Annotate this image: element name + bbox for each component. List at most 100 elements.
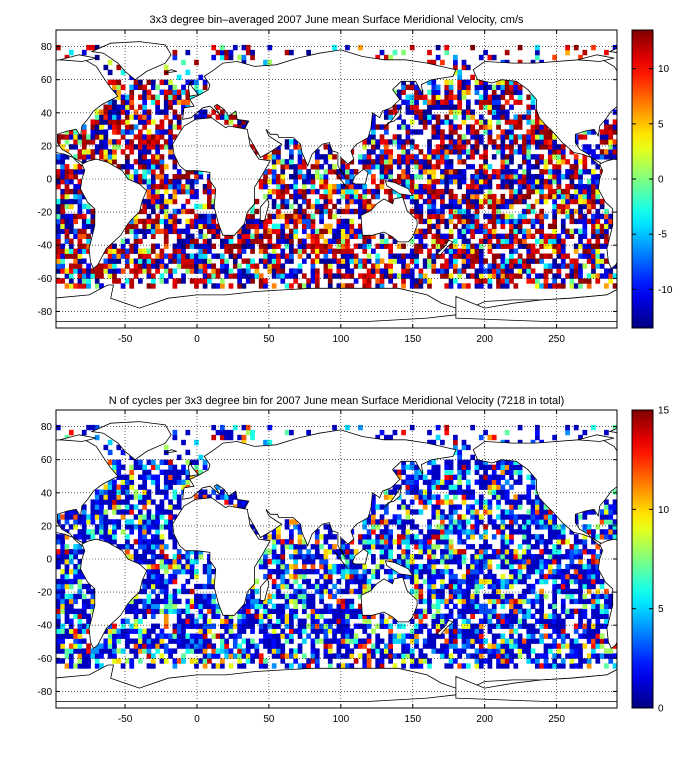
bin-cell <box>142 534 148 540</box>
bin-cell <box>112 273 117 279</box>
bin-cell <box>116 444 122 451</box>
bin-cell <box>185 648 191 654</box>
bin-cell <box>276 568 281 575</box>
bin-cell <box>448 139 454 145</box>
bin-cell <box>133 134 139 140</box>
bin-cell <box>379 554 385 560</box>
bin-cell <box>362 183 368 190</box>
bin-cell <box>422 539 428 545</box>
bin-cell <box>353 623 359 629</box>
bin-cell <box>582 223 588 230</box>
bin-cell <box>168 499 173 505</box>
bin-cell <box>591 198 596 205</box>
bin-cell <box>440 218 445 225</box>
bin-cell <box>120 618 126 624</box>
bin-cell <box>125 109 130 115</box>
bin-cell <box>362 519 368 525</box>
bin-cell <box>388 253 393 259</box>
bin-cell <box>431 149 437 155</box>
bin-cell <box>444 183 450 190</box>
bin-cell <box>496 238 501 244</box>
bin-cell <box>86 223 91 230</box>
bin-cell <box>591 203 596 210</box>
bin-cell <box>375 663 381 669</box>
bin-cell <box>284 568 290 575</box>
bin-cell <box>146 603 152 610</box>
bin-cell <box>500 218 506 225</box>
bin-cell <box>560 258 566 264</box>
bin-cell <box>513 233 519 239</box>
bin-cell <box>500 283 506 289</box>
bin-cell <box>103 134 109 140</box>
bin-cell <box>137 459 143 466</box>
bin-cell <box>133 623 139 629</box>
bin-cell <box>586 188 592 195</box>
chart-title: N of cycles per 3x3 degree bin for 2007 … <box>109 395 565 407</box>
bin-cell <box>137 633 143 639</box>
bin-cell <box>509 139 514 145</box>
bin-cell <box>332 273 337 279</box>
bin-cell <box>422 263 428 269</box>
bin-cell <box>461 64 467 71</box>
bin-cell <box>297 218 303 225</box>
bin-cell <box>267 258 273 264</box>
bin-cell <box>150 243 156 249</box>
bin-cell <box>168 149 173 155</box>
bin-cell <box>310 648 316 654</box>
bin-cell <box>323 618 329 624</box>
bin-cell <box>336 603 342 610</box>
bin-cell <box>263 613 268 619</box>
bin-cell <box>301 208 307 215</box>
bin-cell <box>478 84 484 90</box>
bin-cell <box>362 258 368 264</box>
bin-cell <box>276 174 281 180</box>
bin-cell <box>358 613 363 619</box>
bin-cell <box>194 633 199 639</box>
bin-cell <box>457 489 463 495</box>
bin-cell <box>276 623 281 629</box>
bin-cell <box>418 563 424 570</box>
bin-cell <box>379 283 385 289</box>
bin-cell <box>198 643 204 649</box>
bin-cell <box>362 273 368 279</box>
bin-cell <box>431 583 437 590</box>
bin-cell <box>163 144 169 150</box>
bin-cell <box>431 588 437 595</box>
bin-cell <box>435 84 441 90</box>
bin-cell <box>306 583 312 590</box>
bin-cell <box>150 273 156 279</box>
bin-cell <box>539 213 545 220</box>
bin-cell <box>349 193 355 200</box>
bin-cell <box>306 633 312 639</box>
bin-cell <box>125 603 130 610</box>
bin-cell <box>73 663 78 669</box>
bin-cell <box>60 253 66 259</box>
bin-cell <box>68 643 74 649</box>
bin-cell <box>474 258 480 264</box>
bin-cell <box>159 263 165 269</box>
bin-cell <box>319 559 324 565</box>
bin-cell <box>422 119 428 125</box>
bin-cell <box>526 149 532 155</box>
bin-cell <box>155 638 160 644</box>
bin-cell <box>461 243 467 249</box>
bin-cell <box>409 474 415 480</box>
bin-cell <box>267 154 273 160</box>
bin-cell <box>440 233 445 239</box>
bin-cell <box>448 653 454 659</box>
bin-cell <box>219 663 225 669</box>
bin-cell <box>405 549 411 555</box>
bin-cell <box>388 243 393 249</box>
bin-cell <box>150 193 156 200</box>
bin-cell <box>146 509 152 515</box>
bin-cell <box>608 223 614 230</box>
bin-cell <box>535 174 540 180</box>
bin-cell <box>483 193 488 200</box>
bin-cell <box>336 563 342 570</box>
coastline <box>187 80 200 97</box>
bin-cell <box>301 563 307 570</box>
bin-cell <box>599 213 605 220</box>
bin-cell <box>599 273 605 279</box>
bin-cell <box>336 218 342 225</box>
bin-cell <box>81 248 87 254</box>
